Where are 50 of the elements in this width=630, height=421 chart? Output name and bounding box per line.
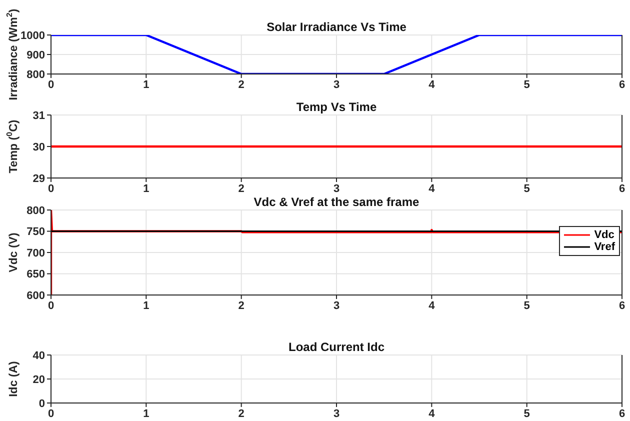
x-tick-label: 0: [48, 182, 54, 195]
y-tick-label: 750: [26, 226, 45, 238]
x-tick-label: 3: [333, 408, 340, 420]
x-tick-label: 6: [618, 408, 626, 420]
y-tick-label: 31: [32, 110, 45, 122]
x-tick-label: 0: [48, 408, 54, 420]
x-tick-label: 0: [48, 78, 54, 91]
x-tick-label: 6: [618, 300, 626, 312]
x-tick-label: 4: [428, 408, 436, 420]
y-tick-label: 700: [26, 247, 45, 260]
x-tick-label: 2: [238, 78, 244, 91]
x-tick-label: 6: [618, 182, 626, 195]
y-tick-label: 1000: [20, 30, 45, 42]
y-tick-label: 900: [26, 49, 45, 62]
x-tick-label: 5: [524, 408, 530, 420]
x-tick-label: 1: [143, 408, 150, 420]
y-tick-label: 600: [26, 290, 45, 302]
y-axis-title: Vdc (V): [8, 232, 20, 272]
chart-title: Vdc & Vref at the same frame: [252, 195, 420, 209]
x-tick-label: 3: [333, 78, 340, 91]
x-tick-label: 4: [428, 78, 436, 91]
chart-title: Load Current Idc: [287, 340, 386, 354]
x-tick-label: 1: [143, 182, 150, 195]
y-tick-label: 20: [32, 374, 45, 386]
x-tick-label: 3: [333, 182, 340, 195]
x-tick-label: 3: [333, 300, 340, 312]
y-tick-label: 30: [32, 141, 45, 154]
legend-label: Vref: [594, 241, 615, 253]
x-tick-label: 1: [143, 300, 150, 312]
x-tick-label: 0: [48, 300, 54, 312]
y-tick-label: 650: [26, 268, 45, 281]
y-tick-label: 800: [26, 204, 45, 217]
x-tick-label: 2: [238, 408, 244, 420]
y-tick-label: 800: [26, 68, 45, 81]
y-tick-label: 0: [38, 398, 45, 410]
x-tick-label: 5: [524, 182, 530, 195]
chart-title: Temp Vs Time: [295, 100, 378, 114]
x-tick-label: 4: [428, 182, 436, 195]
y-tick-label: 29: [32, 172, 45, 185]
chart-title: Solar Irradiance Vs Time: [266, 20, 408, 34]
x-tick-label: 6: [618, 78, 626, 91]
x-tick-label: 4: [428, 300, 436, 312]
x-tick-label: 2: [238, 300, 244, 312]
x-tick-label: 1: [143, 78, 150, 91]
x-tick-label: 5: [524, 300, 530, 312]
legend-label: Vdc: [594, 229, 614, 241]
x-tick-label: 2: [238, 182, 244, 195]
x-tick-label: 5: [524, 78, 530, 91]
y-tick-label: 40: [32, 350, 45, 362]
y-axis-title: Idc (A): [8, 360, 20, 397]
